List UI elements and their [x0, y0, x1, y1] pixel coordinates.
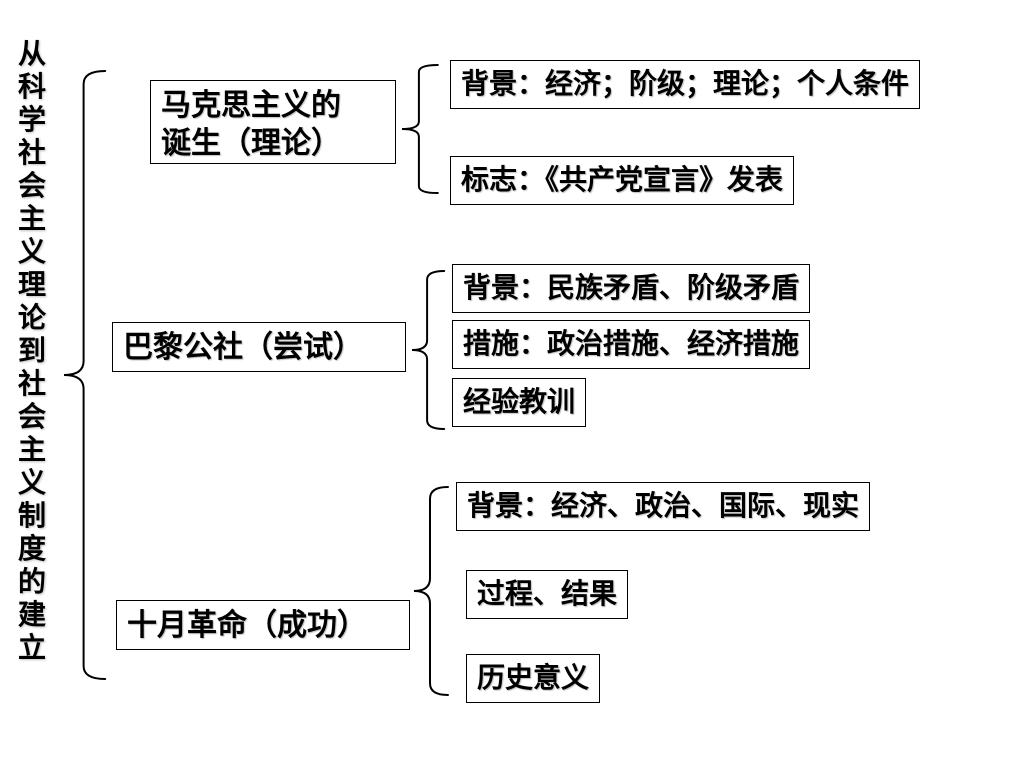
branch-october-brace-icon	[412, 486, 452, 696]
branch-marxism-line2: 诞生（理论）	[161, 125, 385, 163]
october-child-process: 过程、结果	[466, 570, 628, 619]
branch-paris-brace-icon	[410, 270, 448, 430]
marxism-child-sign: 标志：《共产党宣言》发表	[450, 156, 794, 205]
branch-paris-box: 巴黎公社（尝试）	[112, 322, 406, 372]
root-brace-icon	[62, 70, 110, 680]
paris-child-lessons: 经验教训	[452, 378, 586, 427]
paris-child-background: 背景：民族矛盾、阶级矛盾	[452, 264, 810, 313]
marxism-child-background: 背景：经济；阶级；理论；个人条件	[450, 60, 920, 109]
october-child-significance: 历史意义	[466, 654, 600, 703]
branch-marxism-box: 马克思主义的 诞生（理论）	[150, 80, 396, 164]
branch-marxism-brace-icon	[400, 64, 442, 194]
diagram-canvas: 从科学社会主义理论到社会主义制度的建立 马克思主义的 诞生（理论） 背景：经济；…	[0, 0, 1024, 768]
root-title: 从科学社会主义理论到社会主义制度的建立	[18, 40, 46, 667]
october-child-background: 背景：经济、政治、国际、现实	[456, 482, 870, 531]
branch-marxism-line1: 马克思主义的	[161, 87, 385, 125]
paris-child-measures: 措施：政治措施、经济措施	[452, 320, 810, 369]
branch-october-box: 十月革命（成功）	[116, 600, 410, 650]
